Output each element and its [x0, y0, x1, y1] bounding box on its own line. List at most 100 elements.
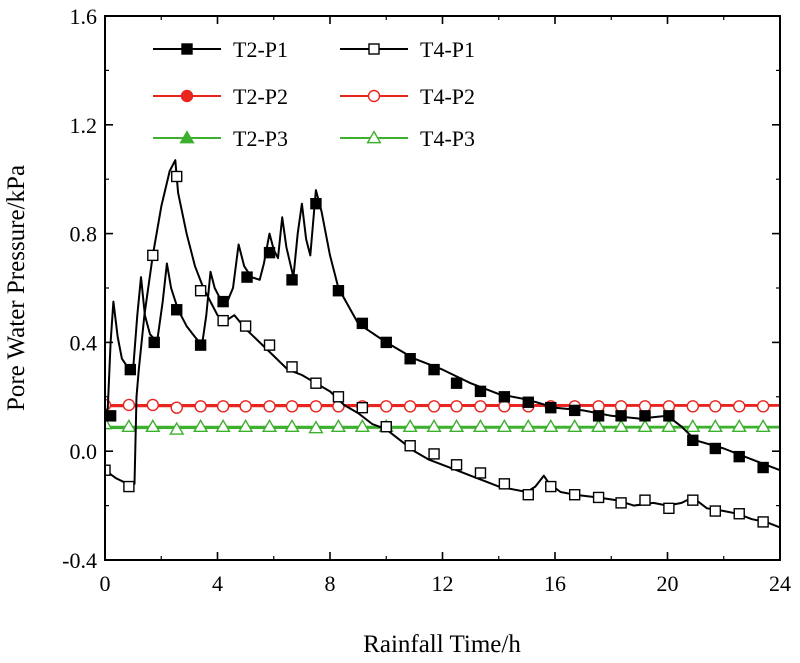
series-t4-p3 [105, 416, 780, 435]
data-point-t4-p3 [354, 418, 370, 433]
data-point-t2-p1 [687, 434, 699, 447]
data-point-t2-p1 [404, 353, 416, 365]
x-tick-label: 20 [657, 571, 679, 596]
data-point-t4-p1 [615, 497, 627, 509]
data-point-t4-p2 [216, 400, 230, 413]
data-point-t4-p1 [263, 339, 276, 351]
data-point-t4-p1 [105, 464, 111, 476]
data-point-t4-p3 [215, 418, 231, 433]
data-point-t4-p3 [520, 418, 536, 433]
legend-item-t2-p1: T2-P1 [153, 37, 288, 62]
data-point-t2-p1 [639, 410, 651, 422]
legend-item-t4-p1: T4-P1 [340, 37, 475, 62]
data-point-t2-p1 [217, 295, 229, 308]
y-tick-label: 1.6 [70, 4, 98, 29]
data-point-t4-p2 [474, 400, 487, 413]
data-point-t2-p1 [615, 410, 627, 422]
data-point-t4-p2 [263, 400, 276, 413]
data-point-t4-p1 [286, 361, 298, 373]
data-point-t4-p1 [474, 467, 487, 479]
data-point-t4-p2 [170, 401, 183, 414]
x-tick-label: 24 [769, 571, 791, 596]
data-point-t2-p1 [498, 391, 511, 403]
legend-label-t4-p3: T4-P3 [420, 126, 475, 151]
legend-marker-t2-p1 [181, 43, 193, 55]
series-layer [105, 159, 780, 529]
data-point-t4-p3 [238, 418, 254, 433]
data-point-t4-p1 [568, 489, 581, 501]
data-point-t2-p1 [568, 404, 581, 417]
data-point-t4-p2 [427, 400, 441, 413]
data-point-t4-p3 [567, 418, 583, 433]
data-point-t4-p1 [123, 480, 135, 493]
legend-marker-t2-p2 [180, 89, 194, 103]
x-tick-label: 8 [325, 571, 336, 596]
legend-item-t4-p2: T4-P2 [340, 84, 475, 109]
data-point-t2-p1 [545, 401, 557, 414]
legend-label-t2-p2: T2-P2 [233, 84, 288, 109]
data-point-t4-p2 [450, 400, 463, 413]
data-point-t2-p1 [663, 410, 675, 422]
data-point-t4-p1 [380, 421, 392, 433]
data-point-t2-p1 [171, 304, 183, 316]
legend-marker-t2-p3 [179, 130, 195, 144]
x-tick-label: 4 [212, 571, 223, 596]
y-tick-label: 0.8 [70, 222, 98, 247]
data-point-t4-p1 [239, 320, 252, 332]
series-t4-p2 [105, 398, 780, 414]
data-point-t4-p3 [661, 418, 677, 433]
data-point-t2-p1 [263, 246, 276, 259]
data-point-t4-p3 [261, 418, 278, 433]
data-point-t4-p2 [403, 400, 417, 413]
data-point-t4-p3 [169, 421, 185, 435]
data-point-t4-p3 [448, 418, 465, 433]
data-point-t4-p3 [637, 418, 653, 433]
data-point-t4-p1 [310, 377, 322, 389]
data-point-t2-p1 [148, 336, 160, 349]
data-point-t2-p1 [450, 377, 463, 389]
legend-label-t2-p1: T2-P1 [233, 37, 288, 62]
legend-marker-t4-p2 [367, 89, 381, 103]
legend-marker-t4-p3 [366, 130, 382, 144]
data-point-t2-p1 [124, 363, 137, 376]
data-point-t4-p3 [685, 418, 701, 433]
ticks-layer: 0 4 8 12 16 20 24 -0.4 0.0 0.4 0.8 1.2 1.6 [62, 4, 791, 596]
data-point-t4-p3 [402, 418, 418, 433]
data-point-t4-p2 [122, 398, 136, 412]
data-point-t2-p1 [522, 396, 534, 408]
legend-item-t2-p3: T2-P3 [153, 126, 288, 151]
data-point-t4-p3 [496, 418, 512, 433]
data-point-t4-p2 [309, 400, 323, 413]
data-point-t4-p2 [733, 400, 746, 413]
data-point-t4-p2 [146, 398, 160, 412]
legend-item-t4-p3: T4-P3 [340, 126, 475, 151]
data-point-t4-p1 [709, 505, 722, 517]
data-point-t2-p1 [733, 450, 745, 463]
legend-item-t2-p2: T2-P2 [153, 84, 288, 109]
data-point-t4-p3 [472, 418, 489, 433]
data-point-t4-p1 [733, 508, 745, 520]
data-point-t2-p1 [105, 410, 117, 422]
data-point-t4-p1 [404, 440, 416, 452]
data-point-t4-p3 [193, 418, 209, 433]
y-tick-label: 0.0 [70, 439, 98, 464]
data-point-t4-p1 [194, 285, 207, 297]
data-point-t4-p1 [592, 491, 605, 504]
series-line-t4-p3 [105, 426, 780, 430]
legend-label-t2-p3: T2-P3 [233, 126, 288, 151]
data-point-t4-p1 [147, 249, 159, 262]
data-point-t4-p1 [356, 401, 369, 414]
data-point-t4-p3 [308, 420, 324, 434]
x-tick-label: 16 [544, 571, 566, 596]
data-point-t2-p1 [592, 410, 605, 422]
legend-label-t4-p2: T4-P2 [420, 84, 475, 109]
data-point-t4-p2 [709, 400, 722, 413]
data-point-t2-p1 [356, 317, 369, 330]
data-point-t4-p2 [756, 400, 770, 413]
data-point-t2-p1 [757, 461, 769, 474]
data-point-t4-p3 [613, 418, 629, 433]
data-point-t4-p1 [545, 480, 557, 493]
data-point-t4-p1 [332, 391, 345, 403]
data-point-t4-p3 [105, 416, 113, 430]
